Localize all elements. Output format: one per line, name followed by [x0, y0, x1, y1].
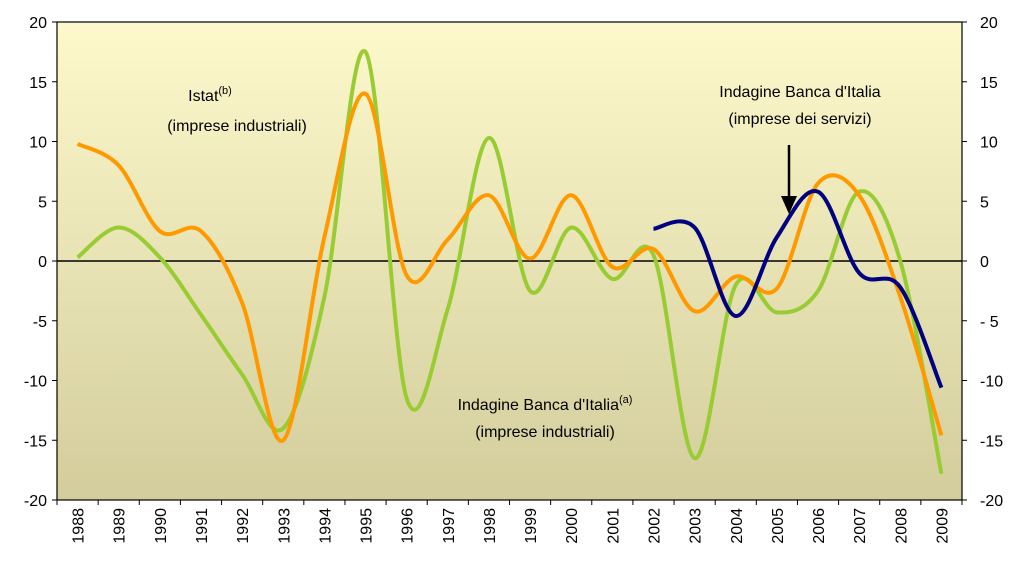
- x-tick-label: 2001: [605, 508, 622, 544]
- annotation: Indagine Banca d'Italia: [719, 84, 881, 101]
- x-tick-label: 2005: [770, 508, 787, 544]
- x-tick-label: 1991: [194, 508, 211, 544]
- x-tick-label: 2000: [564, 508, 581, 544]
- y2-tick-label: 0: [980, 254, 989, 271]
- y2-tick-label: 15: [980, 75, 998, 92]
- y2-tick-label: 10: [980, 135, 998, 152]
- y2-tick-label: -20: [980, 493, 1003, 510]
- arrow: [781, 145, 797, 214]
- annotation: (imprese industriali): [167, 118, 307, 135]
- x-tick-label: 1998: [482, 508, 499, 544]
- x-tick-label: 1988: [71, 508, 88, 544]
- annotation: (imprese industriali): [475, 424, 615, 441]
- y-tick-label: 10: [29, 135, 47, 152]
- y-tick-label: 5: [38, 194, 47, 211]
- x-tick-label: 1990: [153, 508, 170, 544]
- x-tick-label: 1999: [523, 508, 540, 544]
- y2-tick-label: -15: [980, 433, 1003, 450]
- y-tick-label: -15: [24, 433, 47, 450]
- x-tick-label: 2003: [688, 508, 705, 544]
- x-tick-label: 2006: [811, 508, 828, 544]
- x-tick-label: 2004: [729, 508, 746, 544]
- x-tick-label: 1996: [400, 508, 417, 544]
- line: [653, 189, 944, 389]
- y2-tick-label: 5: [980, 194, 989, 211]
- x-tick-label: 2007: [852, 508, 869, 544]
- y-tick-label: 0: [38, 254, 47, 271]
- y-tick-label: -5: [33, 314, 47, 331]
- annotation: Indagine Banca d'Italia(a): [458, 394, 633, 414]
- x-tick-label: 2009: [934, 508, 951, 544]
- y-tick-label: -20: [24, 493, 47, 510]
- line: [76, 49, 944, 475]
- x-tick-label: 2008: [893, 508, 910, 544]
- y-tick-label: -10: [24, 374, 47, 391]
- y-tick-label: 20: [29, 15, 47, 32]
- x-tick-label: 1994: [317, 508, 334, 544]
- x-tick-label: 1997: [441, 508, 458, 544]
- x-tick-label: 1989: [112, 508, 129, 544]
- y2-tick-label: -10: [980, 374, 1003, 391]
- y-tick-label: 15: [29, 75, 47, 92]
- y2-tick-label: 20: [980, 15, 998, 32]
- x-tick-label: 2002: [646, 508, 663, 544]
- x-tick-label: 1995: [359, 508, 376, 544]
- x-tick-label: 1992: [235, 508, 252, 544]
- annotation: (imprese dei servizi): [728, 111, 871, 128]
- line: [76, 91, 944, 443]
- y2-tick-label: - 5: [980, 314, 999, 331]
- annotation: Istat(b): [188, 85, 232, 105]
- x-tick-label: 1993: [276, 508, 293, 544]
